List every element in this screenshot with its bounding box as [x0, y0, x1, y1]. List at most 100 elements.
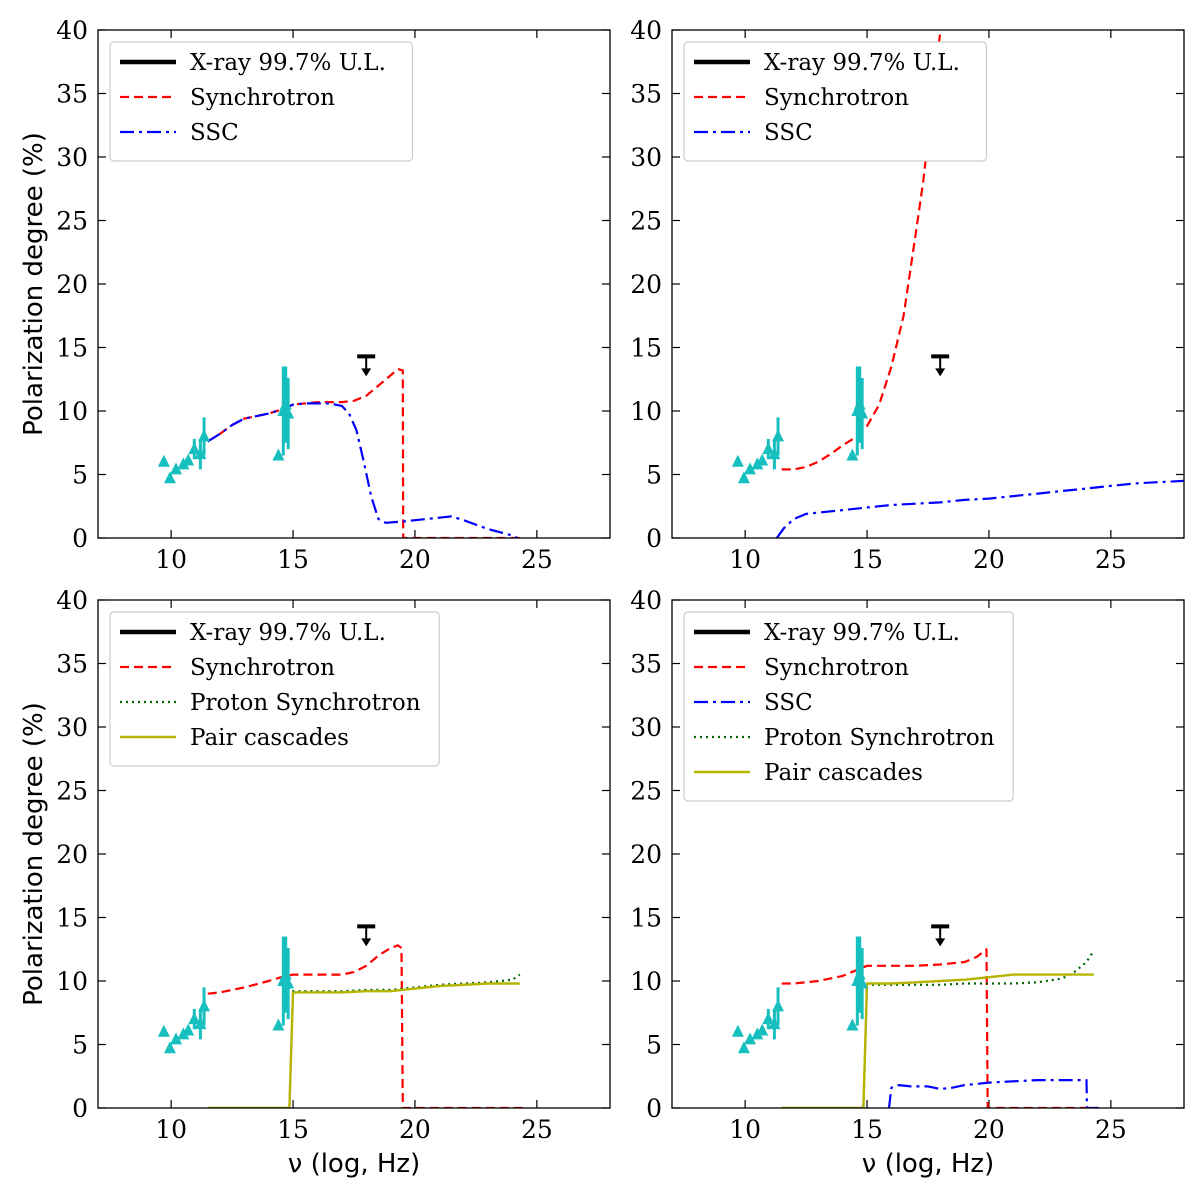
y-tick-label: 20 [630, 270, 662, 299]
legend-box [683, 611, 1014, 802]
data-point-marker [744, 462, 757, 475]
y-tick-label: 0 [72, 1094, 88, 1123]
x-tick-label: 10 [155, 545, 187, 574]
x-tick-label: 10 [155, 1115, 187, 1144]
series-ssc-line [775, 479, 1184, 538]
data-point-marker [737, 1041, 750, 1054]
data-point-marker [856, 976, 869, 989]
data-point-marker [744, 1032, 757, 1045]
x-tick-label: 15 [277, 545, 309, 574]
y-tick-label: 15 [630, 904, 662, 933]
y-tick-label: 30 [630, 713, 662, 742]
data-point-marker [279, 967, 292, 980]
upper-limit-arrowhead [361, 368, 372, 377]
legend-box [683, 41, 987, 162]
legend-label: X-ray 99.7% U.L. [190, 50, 386, 76]
plot-area [731, 30, 1184, 538]
y-tick-label: 30 [630, 143, 662, 172]
plot-frame [671, 29, 1185, 539]
plot-area [731, 936, 1099, 1108]
data-point-marker [856, 406, 869, 419]
data-point-marker [163, 471, 176, 484]
x-tick-label: 20 [973, 545, 1005, 574]
legend-label: Synchrotron [764, 655, 909, 681]
panel-top-left: 10 15 20 25 0 5 10 15 20 25 30 35 40 Polarization deg… [19, 16, 611, 574]
data-point-marker [762, 442, 775, 455]
series-pair-line [781, 973, 1094, 1108]
data-point-marker [194, 447, 207, 460]
data-point-marker [157, 1024, 170, 1037]
legend-label: X-ray 99.7% U.L. [764, 620, 960, 646]
y-tick-label: 30 [56, 143, 88, 172]
plot-frame [671, 599, 1185, 1109]
data-point-marker [182, 453, 195, 466]
y-tick-label: 0 [72, 524, 88, 553]
y-tick-label: 35 [630, 80, 662, 109]
data-point-marker [188, 442, 201, 455]
x-tick-label: 15 [851, 1115, 883, 1144]
data-point-marker [272, 448, 285, 461]
data-point-marker [846, 448, 859, 461]
legend-label: Synchrotron [190, 655, 335, 681]
x-axis-title: ν (log, Hz) [288, 1149, 420, 1179]
y-tick-label: 25 [630, 777, 662, 806]
data-point-marker [198, 429, 211, 442]
data-point-marker [853, 397, 866, 410]
data-point-marker [170, 1032, 183, 1045]
legend-label: X-ray 99.7% U.L. [764, 50, 960, 76]
data-point-marker [279, 397, 292, 410]
legend-label: Proton Synchrotron [190, 690, 421, 716]
legend-label: Pair cascades [764, 760, 923, 786]
y-tick-label: 0 [646, 524, 662, 553]
y-tick-label: 15 [630, 334, 662, 363]
data-point-marker [756, 453, 769, 466]
y-tick-label: 40 [630, 16, 662, 45]
data-point-marker [768, 447, 781, 460]
y-axis-title: Polarization degree (%) [19, 702, 49, 1006]
legend-label: Proton Synchrotron [764, 725, 995, 751]
plot-area [157, 366, 525, 538]
series-synchrotron-line [207, 944, 525, 1108]
legend-label: SSC [190, 120, 239, 146]
legend-label: Synchrotron [764, 85, 909, 111]
plot-frame [97, 599, 611, 1109]
y-tick-label: 20 [630, 840, 662, 869]
panel-top-right: 10 15 20 25 0 5 10 15 20 25 30 35 40 X-ray 99.7% U.L.… [630, 16, 1185, 574]
legend-label: Synchrotron [190, 85, 335, 111]
x-tick-label: 25 [521, 1115, 553, 1144]
data-point-marker [762, 1012, 775, 1025]
panel-bottom-left: 10 15 20 25 0 5 10 15 20 25 30 35 40 Polarization deg… [19, 586, 611, 1179]
y-tick-label: 40 [630, 586, 662, 615]
x-tick-label: 10 [729, 1115, 761, 1144]
data-point-marker [170, 462, 183, 475]
data-point-marker [768, 1017, 781, 1030]
y-tick-label: 5 [72, 1031, 88, 1060]
x-tick-label: 25 [1095, 1115, 1127, 1144]
upper-limit-arrowhead [935, 368, 946, 377]
data-point-marker [846, 1018, 859, 1031]
x-axis-title: ν (log, Hz) [862, 1149, 994, 1179]
series-ssc-line [887, 1078, 1099, 1108]
y-tick-label: 20 [56, 840, 88, 869]
legend-label: X-ray 99.7% U.L. [190, 620, 386, 646]
data-point-marker [182, 1023, 195, 1036]
y-tick-label: 5 [646, 461, 662, 490]
y-tick-label: 35 [630, 650, 662, 679]
data-point-marker [731, 454, 744, 467]
y-tick-label: 25 [56, 207, 88, 236]
upper-limit-arrowhead [361, 938, 372, 947]
data-point-marker [737, 471, 750, 484]
data-point-marker [282, 406, 295, 419]
series-synchrotron-line [781, 30, 943, 471]
data-point-marker [756, 1023, 769, 1036]
y-tick-label: 5 [72, 461, 88, 490]
x-tick-label: 15 [277, 1115, 309, 1144]
plot-area [157, 936, 525, 1108]
data-point-marker [198, 999, 211, 1012]
panel-bottom-right: 10 15 20 25 0 5 10 15 20 25 30 35 40 ν (log, Hz) X-ray… [630, 586, 1185, 1179]
y-tick-label: 15 [56, 904, 88, 933]
data-point-marker [772, 429, 785, 442]
upper-limit-arrowhead [935, 938, 946, 947]
y-tick-label: 35 [56, 650, 88, 679]
y-tick-label: 0 [646, 1094, 662, 1123]
